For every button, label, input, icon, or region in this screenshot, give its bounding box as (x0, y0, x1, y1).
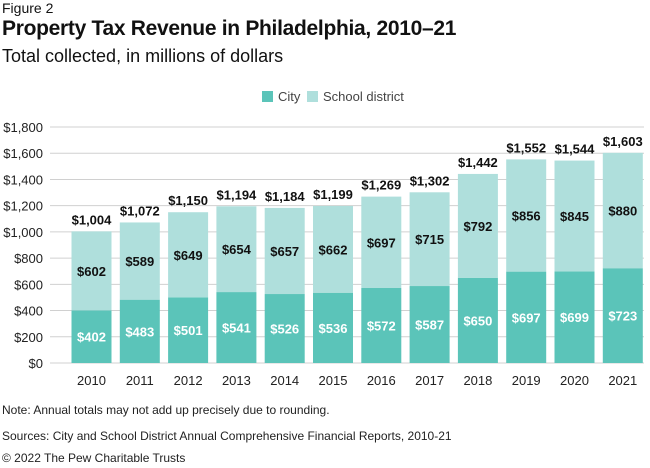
y-tick-label: $400 (14, 304, 43, 319)
bar-city (602, 268, 643, 363)
bar-city (119, 299, 160, 363)
data-label: $723 (608, 309, 637, 324)
bar-city (409, 286, 450, 363)
bar-school-district (216, 206, 257, 293)
x-tick-label: 2013 (222, 373, 251, 388)
bar-city (554, 271, 595, 363)
y-tick-label: $1,000 (3, 225, 43, 240)
bar-school-district (313, 205, 353, 293)
total-label: $1,302 (410, 173, 450, 188)
y-tick-label: $200 (14, 330, 43, 345)
total-label: $1,544 (555, 142, 596, 157)
copyright-text: © 2022 The Pew Charitable Trusts (2, 451, 186, 465)
x-tick-label: 2012 (174, 373, 203, 388)
bar-city (168, 297, 209, 363)
bar-school-district (409, 192, 450, 287)
legend-swatch (307, 91, 318, 102)
data-label: $697 (512, 310, 541, 325)
data-label: $541 (222, 321, 251, 336)
bar-city (457, 277, 498, 363)
data-label: $715 (415, 232, 444, 247)
data-label: $662 (319, 242, 348, 257)
total-label: $1,184 (265, 189, 306, 204)
x-tick-label: 2015 (319, 373, 348, 388)
total-label: $1,552 (506, 140, 546, 155)
y-tick-label: $1,400 (3, 172, 43, 187)
x-tick-label: 2014 (270, 373, 299, 388)
legend-swatch (262, 91, 273, 102)
total-label: $1,072 (120, 203, 160, 218)
bar-school-district (264, 207, 305, 295)
total-label: $1,194 (217, 187, 258, 202)
data-label: $526 (270, 322, 299, 337)
x-tick-label: 2021 (608, 373, 637, 388)
bar-city (313, 292, 353, 363)
data-label: $649 (174, 248, 203, 263)
bar-city (506, 271, 547, 363)
chart-subtitle: Total collected, in millions of dollars (2, 46, 284, 66)
total-label: $1,004 (72, 212, 113, 227)
total-label: $1,442 (458, 155, 498, 170)
bar-school-district (457, 173, 498, 278)
bar-city (216, 292, 257, 363)
bar-school-district (361, 196, 402, 289)
bar-school-district (168, 212, 209, 298)
data-label: $483 (125, 324, 154, 339)
data-label: $402 (77, 330, 106, 345)
bar-city (361, 288, 402, 363)
chart-title: Property Tax Revenue in Philadelphia, 20… (2, 17, 457, 40)
x-tick-label: 2018 (463, 373, 492, 388)
note-text: Note: Annual totals may not add up preci… (2, 403, 330, 417)
legend-label: School district (323, 89, 404, 104)
data-label: $697 (367, 235, 396, 250)
bar-school-district (71, 231, 112, 311)
total-label: $1,150 (168, 193, 208, 208)
x-tick-label: 2011 (126, 373, 154, 388)
data-label: $880 (608, 204, 637, 219)
data-label: $792 (463, 219, 492, 234)
data-label: $699 (560, 310, 589, 325)
total-label: $1,199 (313, 187, 353, 202)
y-tick-label: $0 (29, 356, 43, 371)
bar-city (71, 310, 112, 363)
legend-label: City (278, 89, 301, 104)
y-tick-label: $1,600 (3, 146, 43, 161)
sources-text: Sources: City and School District Annual… (2, 429, 452, 443)
y-tick-label: $800 (14, 251, 43, 266)
data-label: $650 (463, 313, 492, 328)
bar-school-district (602, 152, 643, 269)
data-label: $572 (367, 319, 396, 334)
y-tick-label: $1,800 (3, 120, 43, 135)
x-tick-label: 2019 (512, 373, 541, 388)
figure-label: Figure 2 (2, 0, 54, 16)
total-label: $1,269 (361, 178, 401, 193)
data-label: $587 (415, 318, 444, 333)
data-label: $654 (222, 242, 252, 257)
data-label: $856 (512, 209, 541, 224)
y-tick-label: $1,200 (3, 199, 43, 214)
bar-school-district (554, 160, 595, 272)
data-label: $501 (174, 323, 203, 338)
data-label: $657 (270, 244, 299, 259)
data-label: $602 (77, 264, 106, 279)
data-label: $589 (125, 254, 154, 269)
x-tick-label: 2010 (77, 373, 106, 388)
data-label: $536 (319, 321, 348, 336)
bar-school-district (119, 222, 160, 300)
bar-city (264, 294, 305, 363)
data-label: $845 (560, 209, 589, 224)
x-tick-label: 2017 (415, 373, 444, 388)
bar-school-district (506, 159, 547, 272)
x-tick-label: 2020 (560, 373, 589, 388)
total-label: $1,603 (603, 134, 643, 149)
x-tick-label: 2016 (367, 373, 396, 388)
y-tick-label: $600 (14, 277, 43, 292)
